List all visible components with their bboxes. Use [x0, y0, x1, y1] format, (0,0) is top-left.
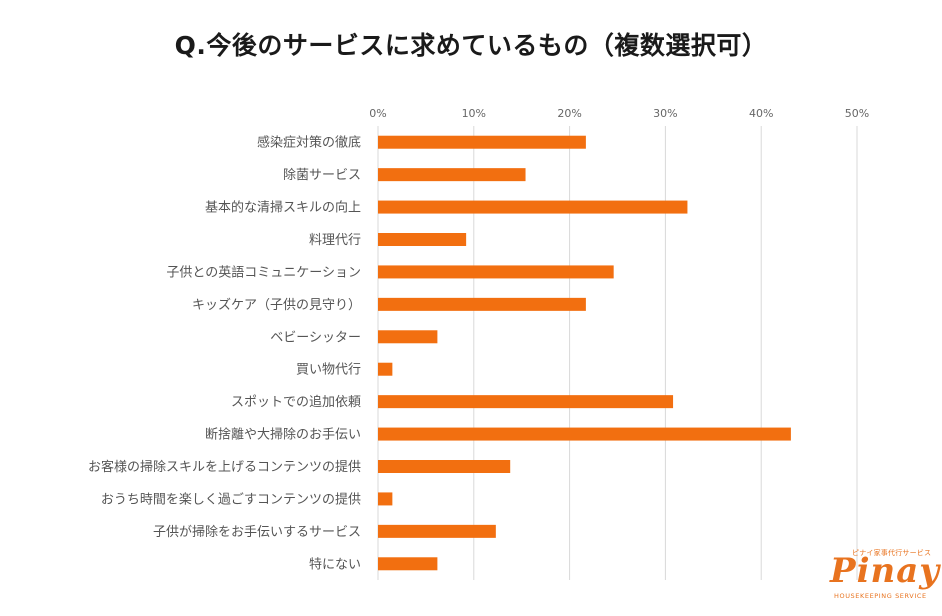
bar	[378, 135, 586, 149]
category-label: 子供との英語コミュニケーション	[166, 264, 361, 280]
bar	[378, 168, 526, 182]
x-tick-label: 30%	[653, 107, 677, 120]
logo-tagline-top: ピナイ家事代行サービス	[852, 549, 932, 557]
category-label: 特にない	[309, 557, 361, 572]
category-label: おうち時間を楽しく過ごすコンテンツの提供	[101, 491, 361, 507]
category-label: お客様の掃除スキルを上げるコンテンツの提供	[88, 459, 361, 475]
bar	[378, 427, 791, 441]
bars	[378, 135, 791, 571]
category-label: スポットでの追加依頼	[231, 394, 361, 410]
bar	[378, 362, 393, 376]
category-label: キッズケア（子供の見守り）	[192, 297, 361, 313]
bar	[378, 297, 586, 311]
category-labels: 感染症対策の徹底除菌サービス基本的な清掃スキルの向上料理代行子供との英語コミュニ…	[88, 135, 361, 573]
category-label: 基本的な清掃スキルの向上	[205, 200, 361, 216]
category-label: 料理代行	[309, 233, 361, 248]
bar	[378, 524, 496, 538]
category-label: 子供が掃除をお手伝いするサービス	[153, 524, 361, 540]
x-axis-ticks: 0% 10% 20% 30% 40% 50%	[369, 107, 869, 120]
bar	[378, 395, 674, 409]
category-label: 感染症対策の徹底	[257, 135, 361, 151]
logo-tagline-bottom: HOUSEKEEPING SERVICE	[834, 592, 927, 600]
bar	[378, 200, 688, 214]
bar	[378, 492, 393, 506]
chart-title: Q.今後のサービスに求めているもの（複数選択可）	[174, 31, 768, 60]
category-label: 買い物代行	[296, 363, 361, 378]
bar	[378, 460, 511, 473]
logo-wordmark: Pinay	[830, 551, 940, 591]
x-tick-label: 50%	[845, 107, 869, 120]
gridlines	[377, 126, 858, 580]
category-label: 除菌サービス	[283, 168, 361, 183]
x-tick-label: 0%	[369, 107, 386, 120]
bar	[378, 557, 438, 571]
category-label: ベビーシッター	[270, 330, 361, 345]
bar	[378, 330, 438, 344]
category-label: 断捨離や大掃除のお手伝い	[205, 427, 361, 443]
x-tick-label: 10%	[462, 107, 486, 120]
bar	[378, 233, 467, 246]
x-tick-label: 40%	[749, 107, 773, 120]
pinay-logo: ピナイ家事代行サービス Pinay HOUSEKEEPING SERVICE	[826, 548, 939, 604]
bar	[378, 265, 614, 279]
x-tick-label: 20%	[557, 107, 581, 120]
